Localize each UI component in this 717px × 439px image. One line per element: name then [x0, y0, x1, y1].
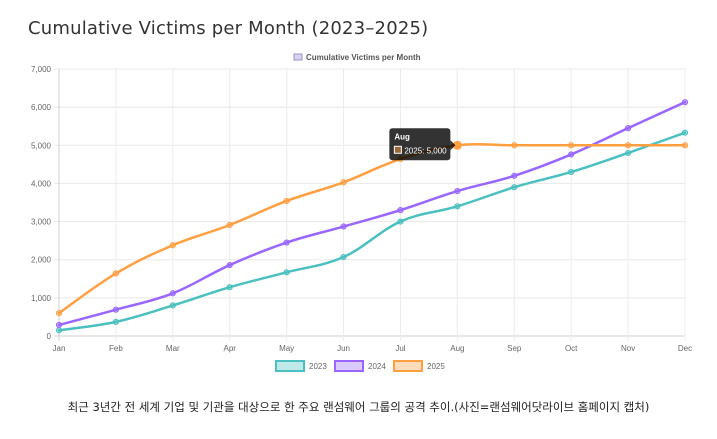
- data-point-2024-Jun[interactable]: [340, 223, 347, 230]
- page-title: Cumulative Victims per Month (2023–2025): [28, 18, 429, 39]
- data-point-2023-Jan[interactable]: [55, 327, 63, 334]
- data-point-2023-Nov[interactable]: [624, 149, 632, 157]
- data-point-2023-Jul[interactable]: [397, 218, 404, 225]
- legend-label: 2024: [368, 362, 386, 371]
- legend-item-2025[interactable]: 2025: [393, 360, 445, 372]
- y-tick-label: 4,000: [31, 179, 52, 188]
- x-tick-label: Oct: [565, 344, 578, 353]
- photo-caption: 최근 3년간 전 세계 기업 및 기관을 대상으로 한 주요 랜섬웨어 그룹의 …: [67, 400, 650, 414]
- chart-top-legend-label: Cumulative Victims per Month: [306, 53, 421, 62]
- data-point-2025-May[interactable]: [283, 197, 290, 205]
- x-tick-label: Mar: [166, 344, 180, 353]
- data-point-2025-Dec[interactable]: [681, 142, 689, 149]
- legend-swatch: [393, 360, 423, 372]
- line-chart: Cumulative Victims per Month 0 1,000 2,000…: [31, 53, 692, 372]
- data-point-2025-Nov[interactable]: [624, 142, 632, 149]
- x-tick-label: Dec: [678, 344, 692, 353]
- data-point-2025-Apr[interactable]: [226, 221, 233, 229]
- data-point-2023-Sep[interactable]: [511, 184, 518, 191]
- tooltip-swatch: [393, 145, 402, 154]
- legend-label: 2025: [427, 362, 445, 371]
- y-tick-label: 3,000: [31, 218, 52, 227]
- series-line-2023[interactable]: [57, 131, 687, 332]
- data-point-2025-Oct[interactable]: [568, 142, 575, 149]
- data-point-2023-Feb[interactable]: [112, 318, 120, 325]
- data-point-2023-Dec[interactable]: [681, 129, 689, 136]
- x-tick-label: Jun: [337, 344, 350, 353]
- legend-label: 2023: [309, 362, 327, 371]
- data-point-2024-Oct[interactable]: [568, 151, 575, 158]
- data-point-2023-Apr[interactable]: [226, 284, 233, 291]
- data-point-2025-Sep[interactable]: [511, 142, 518, 149]
- chart-top-legend-swatch: [293, 53, 303, 61]
- data-point-2023-Oct[interactable]: [568, 168, 575, 176]
- data-point-2024-Mar[interactable]: [169, 290, 176, 297]
- data-point-2025-Mar[interactable]: [169, 242, 176, 249]
- data-point-2025-Jan[interactable]: [55, 310, 63, 317]
- data-point-2023-Mar[interactable]: [169, 302, 176, 309]
- y-tick-label: 5,000: [31, 141, 52, 150]
- x-tick-label: Jul: [395, 344, 405, 353]
- x-tick-label: Nov: [621, 344, 635, 353]
- data-point-2024-Apr[interactable]: [226, 261, 233, 269]
- series-line-2024[interactable]: [57, 100, 687, 327]
- legend-item-2023[interactable]: 2023: [275, 360, 327, 372]
- y-tick-label: 6,000: [31, 103, 52, 112]
- chart-top-legend[interactable]: Cumulative Victims per Month: [293, 53, 421, 62]
- data-point-2024-May[interactable]: [283, 239, 290, 246]
- tooltip-label: 2025: 5,000: [404, 146, 447, 155]
- y-tick-label: 7,000: [31, 65, 52, 74]
- legend-swatch: [275, 360, 305, 372]
- series-line-2025[interactable]: [57, 142, 687, 315]
- data-point-2025-Feb[interactable]: [112, 270, 120, 277]
- data-point-2023-Aug[interactable]: [454, 203, 461, 210]
- legend-swatch: [334, 360, 364, 372]
- data-point-2023-Jun[interactable]: [340, 253, 347, 261]
- x-tick-label: Sep: [507, 344, 522, 353]
- data-point-2024-Jan[interactable]: [55, 321, 63, 329]
- data-point-2024-Nov[interactable]: [624, 125, 632, 132]
- tooltip-caret: [450, 140, 456, 151]
- x-tick-label: Feb: [109, 344, 123, 353]
- data-point-2024-Feb[interactable]: [112, 306, 120, 313]
- x-tick-label: May: [279, 344, 294, 353]
- data-point-2024-Dec[interactable]: [681, 99, 689, 106]
- data-point-2024-Aug[interactable]: [454, 187, 461, 195]
- data-point-2024-Sep[interactable]: [511, 172, 518, 179]
- y-tick-label: 0: [47, 332, 52, 341]
- tooltip-title: Aug: [394, 132, 410, 141]
- y-tick-label: 1,000: [31, 294, 52, 303]
- tooltip-box: [389, 128, 451, 161]
- y-tick-label: 2,000: [31, 256, 52, 265]
- x-tick-label: Aug: [450, 344, 464, 353]
- data-point-2024-Jul[interactable]: [397, 207, 404, 214]
- data-point-2025-Jun[interactable]: [340, 179, 347, 186]
- x-tick-label: Apr: [224, 344, 237, 353]
- legend-item-2024[interactable]: 2024: [334, 360, 386, 372]
- data-point-2023-May[interactable]: [283, 269, 290, 276]
- x-tick-label: Jan: [53, 344, 66, 353]
